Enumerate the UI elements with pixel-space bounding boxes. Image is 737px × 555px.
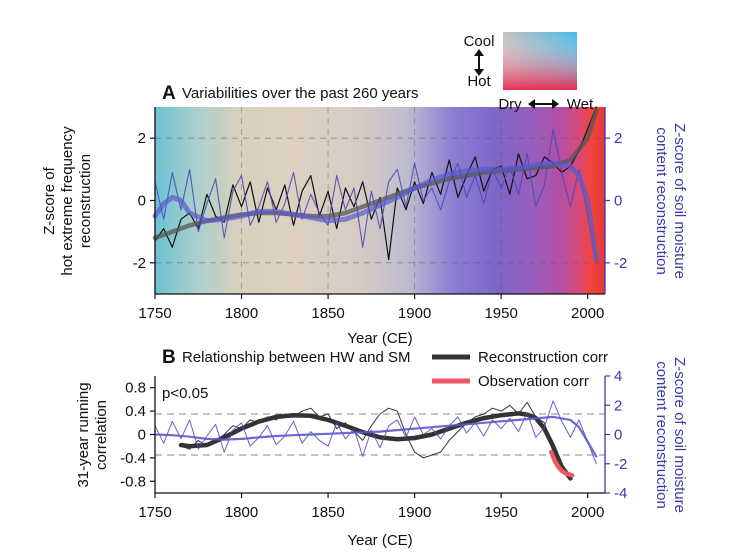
y-right-tick-label--2: -2 [614,255,627,272]
panel-a-ylabel: Z-score of hot extreme frequency reconst… [41,126,94,276]
y-tick-label-0.4: 0.4 [125,403,146,420]
y-tick-label-0: 0 [138,427,146,444]
color-key-cool-label: Cool [464,33,495,50]
horizontal-double-arrow-icon [528,99,559,109]
y-right-tick-label-0: 0 [614,427,622,444]
x-tick-label-1750: 1750 [138,504,171,521]
panel-b-ticks: 1750 1800 1850 1900 1950 2000 0.8 0.4 0 -0.4 -0.8 4… [120,368,627,521]
series-line-4 [152,160,599,263]
x-tick-label-1800: 1800 [225,504,258,521]
series-line-3 [549,449,575,478]
panel-b-pvalue: p<0.05 [162,385,208,402]
x-tick-label-1950: 1950 [484,305,517,322]
panel-b-title: Relationship between HW and SM [182,349,410,366]
panel-a-ylabel-line-1: Z-score of [41,166,58,234]
color-key-hot-label: Hot [467,73,491,90]
x-tick-label-1900: 1900 [398,504,431,521]
y-tick-label-2: 2 [138,130,146,147]
panel-a-ylabel-right: Z-score of soil moisture content reconst… [653,123,688,279]
panel-b-ylabel: 31-year running correlation [75,382,110,487]
vertical-double-arrow-icon [474,49,484,76]
legend-observation-label: Observation corr [478,373,589,390]
color-key-swatch-overlay [503,32,577,90]
panel-b-legend: Reconstruction corr Observation corr [432,349,608,390]
panel-b-letter: B [162,347,176,368]
panel-b-ylabel-right-line-1: Z-score of soil moisture [671,357,688,513]
y-tick-label-0.8: 0.8 [125,380,146,397]
legend-reconstruction-label: Reconstruction corr [478,349,608,366]
y-tick-label-0: 0 [138,193,146,210]
color-key-dry-label: Dry [498,96,522,113]
panel-b: 1750 1800 1850 1900 1950 2000 0.8 0.4 0 -0.4 -0.8 4… [75,347,688,549]
series-line-5 [153,415,598,458]
series-line-1 [180,401,571,476]
panel-b-ylabel-right-line-2: content reconstruction [653,361,670,509]
x-tick-label-1900: 1900 [398,305,431,322]
x-tick-label-1950: 1950 [484,504,517,521]
panel-b-ylabel-line-1: 31-year running [75,382,92,487]
panel-a-xlabel: Year (CE) [347,330,412,347]
panel-a-ylabel-line-3: reconstruction [77,154,94,248]
x-tick-label-2000: 2000 [571,305,604,322]
y-right-tick-label-4: 4 [614,368,622,385]
y-tick-label--2: -2 [133,255,146,272]
y-right-tick-label-0: 0 [614,193,622,210]
x-tick-label-1850: 1850 [311,504,344,521]
panel-a-series [152,106,599,264]
x-tick-label-1750: 1750 [138,305,171,322]
series-line-4 [154,400,597,465]
y-right-tick-label--2: -2 [614,456,627,473]
color-key: Cool Hot Dry Wet [464,32,594,113]
panel-a-ylabel-right-line-2: content reconstruction [653,127,670,275]
panel-b-ylabel-right: Z-score of soil moisture content reconst… [653,357,688,513]
x-tick-label-1850: 1850 [311,305,344,322]
series-line-2 [178,411,573,481]
y-tick-label--0.8: -0.8 [120,473,146,490]
panel-a-ticks: 1750 1800 1850 1900 1950 2000 -2 0 2 -2 0 2 [133,130,628,322]
panel-b-xlabel: Year (CE) [347,532,412,549]
y-right-tick-label--4: -4 [614,485,627,502]
x-tick-label-2000: 2000 [571,504,604,521]
panel-a-ylabel-line-2: hot extreme frequency [59,126,76,276]
panel-a-letter: A [162,83,176,104]
panel-a-ylabel-right-line-1: Z-score of soil moisture [671,123,688,279]
x-tick-label-1800: 1800 [225,305,258,322]
y-tick-label--0.4: -0.4 [120,450,146,467]
panel-a-title: Variabilities over the past 260 years [182,85,419,102]
y-right-tick-label-2: 2 [614,130,622,147]
y-right-tick-label-2: 2 [614,397,622,414]
color-key-wet-label: Wet [567,96,594,113]
panel-a: 1750 1800 1850 1900 1950 2000 -2 0 2 -2 0 2 A Varia… [41,32,688,347]
panel-b-series [153,400,598,481]
panel-b-ylabel-line-2: correlation [93,400,110,470]
panel-b-axes [154,376,606,494]
panel-a-gridlines [155,107,605,294]
